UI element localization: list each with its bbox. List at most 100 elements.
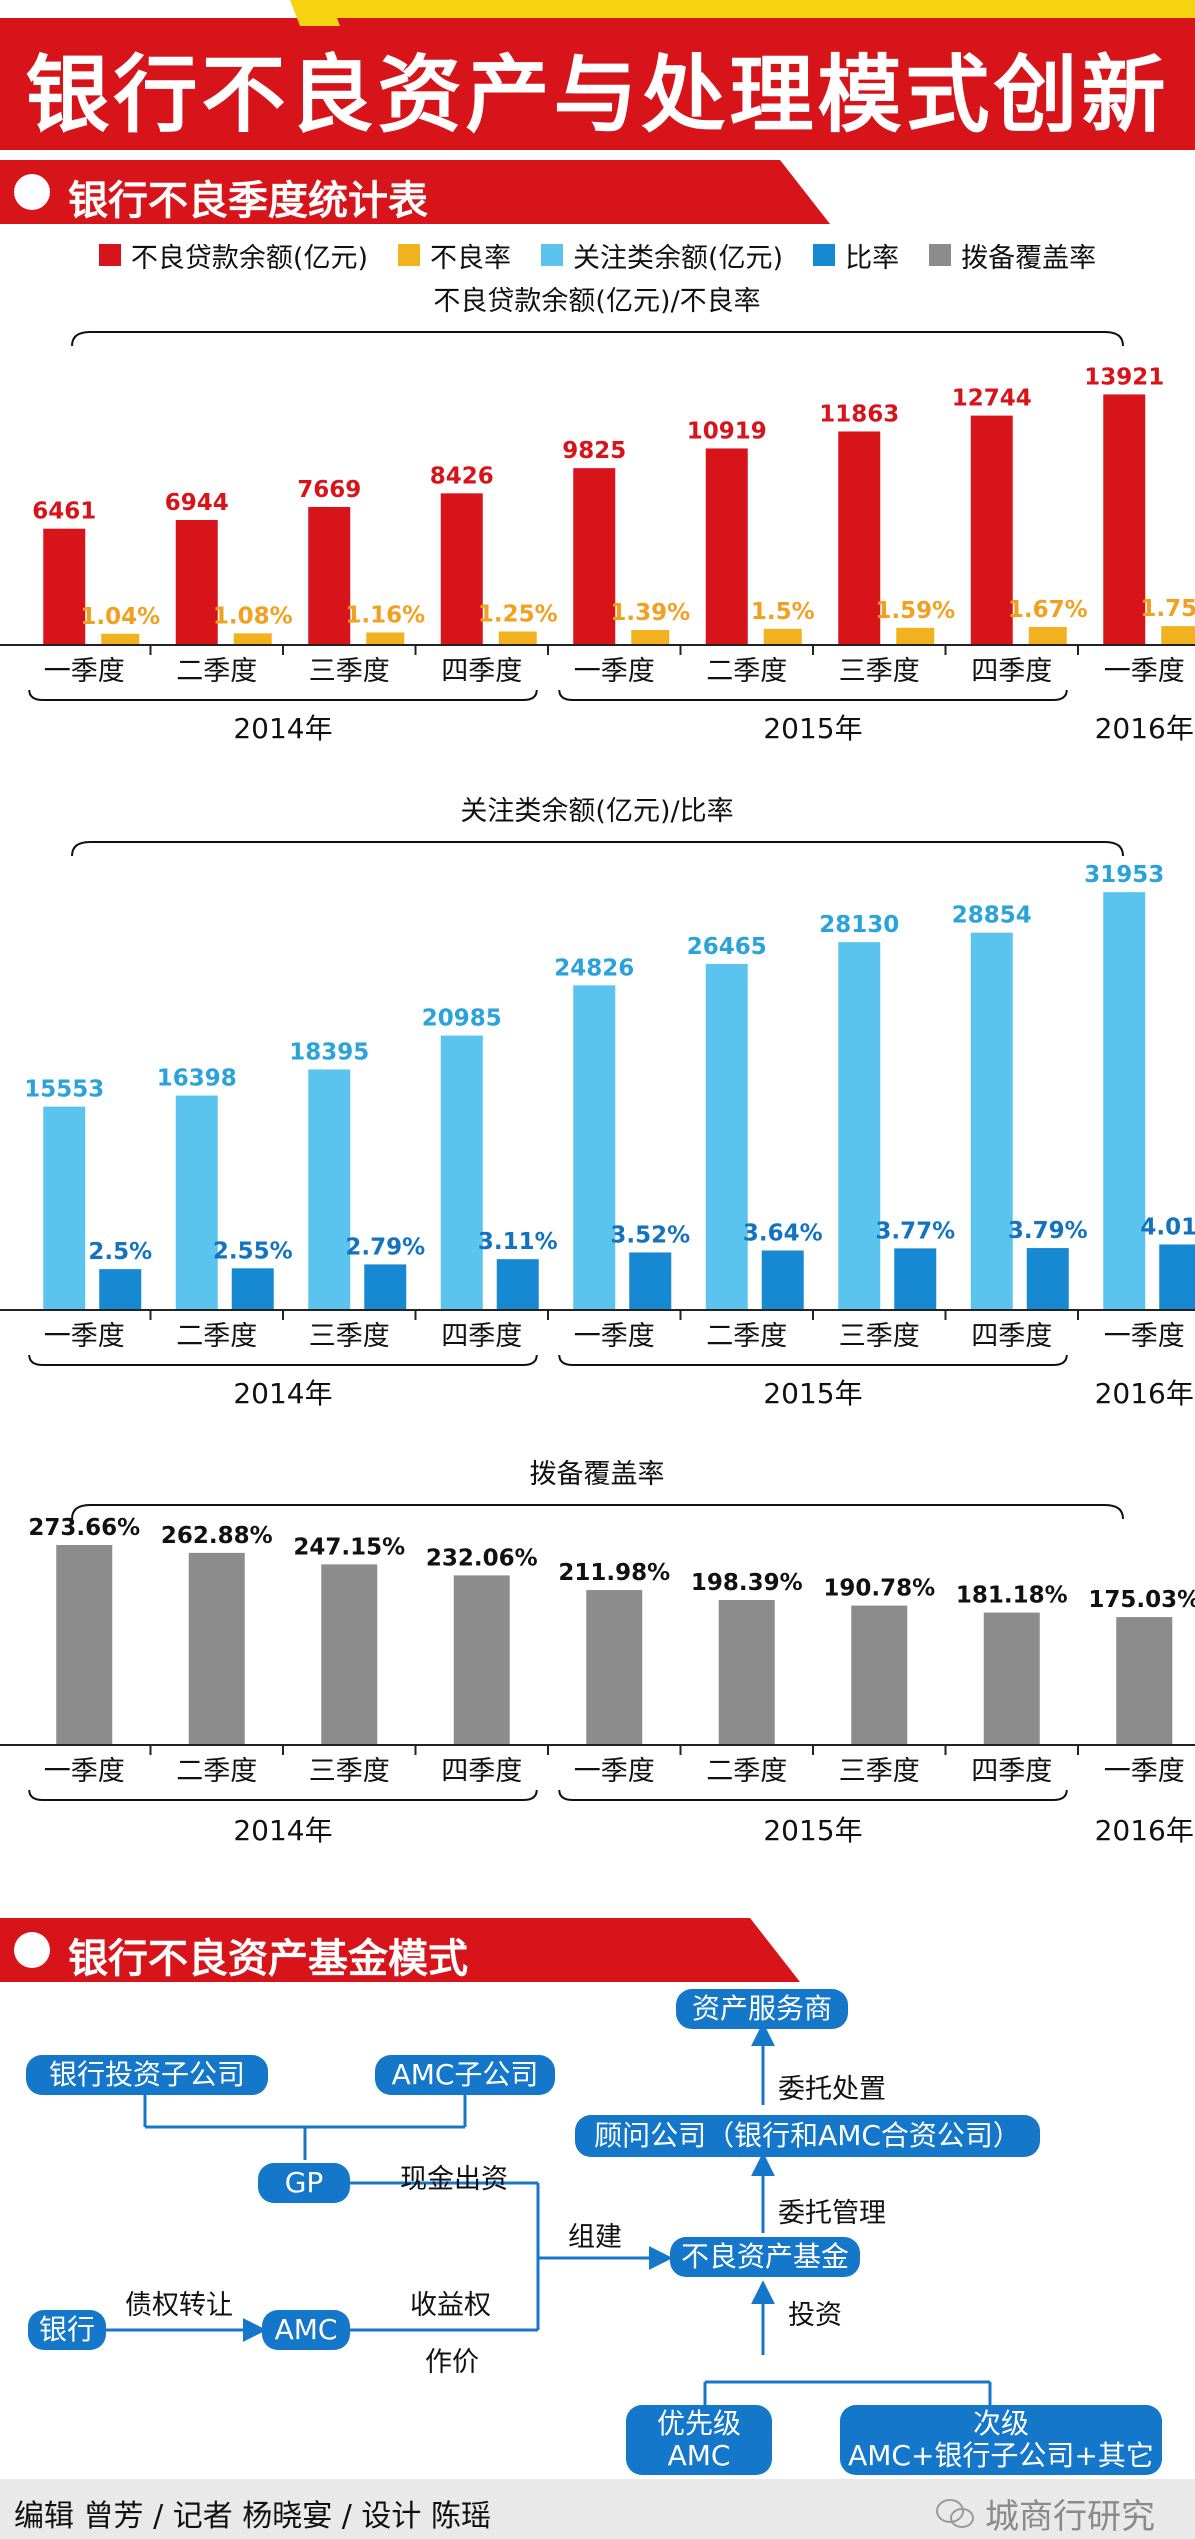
bar xyxy=(1116,1617,1173,1745)
attention-balance-chart-svg: 关注类余额(亿元)/比率 15553 16398 18395 20985 24826 264… xyxy=(0,796,1195,1410)
data-label: 190.78% xyxy=(823,1576,935,1602)
node-junior-line1: 次级 xyxy=(972,2407,1029,2440)
node-amc: AMC xyxy=(262,2310,350,2350)
diagram-connectors xyxy=(105,2022,992,2405)
legend-label: 不良率 xyxy=(430,242,511,274)
section-header-fund: 银行不良资产基金模式 xyxy=(0,1918,800,1982)
chart-title-bracket xyxy=(71,1504,1124,1520)
legend-label: 比率 xyxy=(845,242,900,274)
node-amc-sub: AMC子公司 xyxy=(375,2055,555,2095)
data-label: 1.04% xyxy=(80,604,160,630)
tick-label: 一季度 xyxy=(44,1756,125,1787)
section-header-shape xyxy=(0,160,830,224)
data-label: 1.5% xyxy=(751,599,815,625)
tick-label: 二季度 xyxy=(706,656,787,687)
data-label: 2.79% xyxy=(345,1234,425,1260)
bullet-dot-icon xyxy=(14,1932,50,1968)
data-label: 24826 xyxy=(554,955,634,981)
data-label: 10919 xyxy=(687,418,767,444)
provision-coverage-chart-svg: 拨备覆盖率 273.66% 262.88% 247.15% 232.06% 211.98%… xyxy=(0,1459,1195,1847)
bar xyxy=(983,1612,1040,1745)
attention-balance-chart: 关注类余额(亿元)/比率 15553 16398 18395 20985 24826 264… xyxy=(0,790,1195,1430)
data-label: 3.79% xyxy=(1008,1218,1088,1244)
bar xyxy=(586,1590,643,1745)
bar xyxy=(894,1248,937,1310)
data-label: 232.06% xyxy=(426,1545,538,1571)
data-label: 3.52% xyxy=(610,1222,690,1248)
bar xyxy=(496,1259,539,1310)
data-label: 9825 xyxy=(562,438,626,464)
edge-label-invest: 投资 xyxy=(788,2300,842,2331)
data-label: 16398 xyxy=(157,1066,237,1092)
data-label: 11863 xyxy=(819,401,899,427)
data-label: 1.08% xyxy=(213,603,293,629)
node-asset-service: 资产服务商 xyxy=(676,1989,848,2029)
legend-swatch xyxy=(398,244,420,266)
npl-balance-chart-svg: 不良贷款余额(亿元)/不良率 6461 6944 7669 8426 9825 10919 1… xyxy=(0,286,1195,745)
edge-label-form: 组建 xyxy=(568,2222,622,2253)
bar xyxy=(175,520,218,645)
chart-title: 不良贷款余额(亿元)/不良率 xyxy=(433,286,760,317)
tick-label: 一季度 xyxy=(574,656,655,687)
bullet-dot-icon xyxy=(14,174,50,210)
data-label: 1.39% xyxy=(610,600,690,626)
tick-label: 四季度 xyxy=(441,656,522,687)
node-junior-tranche: 次级 AMC+银行子公司+其它 xyxy=(840,2405,1162,2475)
watermark: 城商行研究 xyxy=(935,2489,1155,2538)
year-bracket xyxy=(558,1354,1068,1366)
tick-label: 三季度 xyxy=(309,656,390,687)
node-bank-investment-sub: 银行投资子公司 xyxy=(26,2055,268,2095)
year-bracket xyxy=(28,1354,538,1366)
tick-label: 一季度 xyxy=(44,656,125,687)
edge-label-entrust-manage: 委托管理 xyxy=(778,2198,886,2229)
tick-label: 一季度 xyxy=(574,1321,655,1352)
credits: 编辑 曾芳 / 记者 杨晓宴 / 设计 陈瑶 xyxy=(14,2499,491,2534)
chart-title-bracket xyxy=(71,331,1124,347)
bar xyxy=(761,1250,804,1310)
legend-item: 拨备覆盖率 xyxy=(929,236,1096,275)
tick-label: 四季度 xyxy=(971,1321,1052,1352)
tick-label: 一季度 xyxy=(44,1321,125,1352)
data-label: 28854 xyxy=(952,903,1032,929)
bar xyxy=(896,627,935,645)
data-label: 198.39% xyxy=(691,1570,803,1596)
bar xyxy=(629,1252,672,1310)
legend-label: 不良贷款余额(亿元) xyxy=(130,242,368,274)
data-label: 18395 xyxy=(289,1039,369,1065)
tick-label: 三季度 xyxy=(309,1756,390,1787)
bar xyxy=(838,942,881,1310)
title-band: 银行不良资产与处理模式创新 xyxy=(0,0,1195,150)
year-label: 2016年 xyxy=(1095,712,1194,745)
title-band-shape xyxy=(0,0,1195,150)
legend-swatch xyxy=(541,244,563,266)
data-label: 26465 xyxy=(687,934,767,960)
tick-label: 三季度 xyxy=(839,656,920,687)
bar xyxy=(573,468,616,645)
bar xyxy=(440,1035,483,1310)
year-label: 2015年 xyxy=(763,1814,862,1847)
npl-balance-chart: 不良贷款余额(亿元)/不良率 6461 6944 7669 8426 9825 10919 1… xyxy=(0,280,1195,765)
wechat-icon xyxy=(936,2498,974,2528)
data-label: 3.64% xyxy=(743,1221,823,1247)
year-label: 2014年 xyxy=(233,1377,332,1410)
data-label: 2.55% xyxy=(213,1238,293,1264)
bar xyxy=(498,631,537,645)
bar xyxy=(308,506,351,645)
data-label: 1.16% xyxy=(345,602,425,628)
bar xyxy=(1026,1248,1069,1310)
legend-label: 关注类余额(亿元) xyxy=(573,242,784,274)
tick-label: 一季度 xyxy=(1104,1321,1185,1352)
tick-label: 四季度 xyxy=(441,1756,522,1787)
legend-label: 拨备覆盖率 xyxy=(961,242,1097,274)
data-label: 31953 xyxy=(1084,862,1164,888)
bar xyxy=(231,1268,274,1310)
data-label: 1.59% xyxy=(875,598,955,624)
bar xyxy=(43,528,86,645)
tick-label: 四季度 xyxy=(971,1756,1052,1787)
data-label: 1.25% xyxy=(478,602,558,628)
legend-swatch xyxy=(929,244,952,266)
edge-label-cash: 现金出资 xyxy=(400,2164,508,2195)
node-senior-line2: AMC xyxy=(667,2439,731,2472)
bar xyxy=(453,1575,510,1745)
data-label: 6461 xyxy=(32,499,96,525)
